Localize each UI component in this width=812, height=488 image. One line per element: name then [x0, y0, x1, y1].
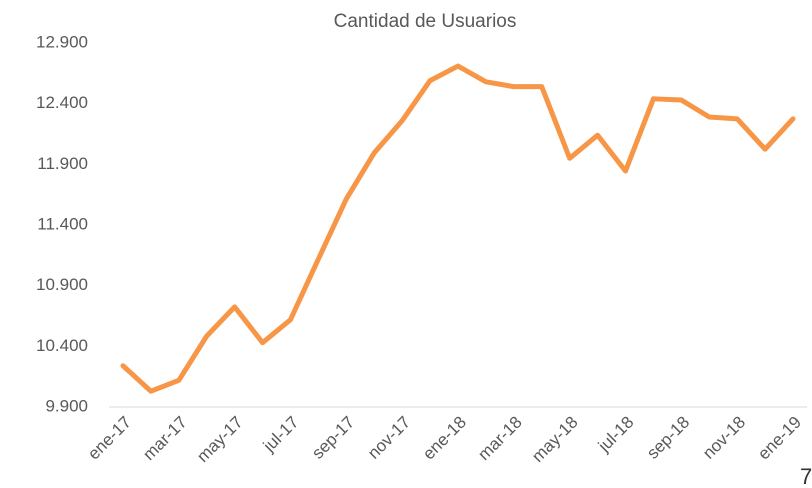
- y-tick-label: 10.400: [36, 336, 88, 355]
- x-tick-label: ene-17: [84, 413, 135, 464]
- y-tick-label: 11.400: [37, 214, 88, 233]
- y-tick-label: 12.400: [36, 93, 88, 112]
- x-tick-label: jul-17: [259, 413, 303, 457]
- x-tick-label: ene-18: [419, 413, 470, 464]
- y-tick-label: 9.900: [45, 396, 88, 415]
- x-tick-label: may-18: [528, 413, 582, 467]
- x-tick-label: mar-18: [474, 413, 526, 465]
- x-tick-label: nov-18: [699, 413, 749, 463]
- x-tick-label: ene-19: [754, 413, 805, 464]
- chart-title: Cantidad de Usuarios: [334, 11, 517, 32]
- data-line: [120, 63, 796, 394]
- y-tick-label: 10.900: [36, 275, 88, 294]
- x-tick-label: sep-18: [643, 413, 693, 463]
- page-number: 7: [800, 464, 812, 488]
- x-tick-label: sep-17: [308, 413, 358, 463]
- y-tick-label: 11.900: [37, 154, 88, 173]
- x-tick-label: mar-17: [139, 413, 191, 465]
- x-tick-label: may-17: [193, 413, 247, 467]
- y-tick-label: 12.900: [36, 32, 88, 51]
- x-tick-label: jul-18: [594, 413, 638, 457]
- x-tick-label: nov-17: [364, 413, 414, 463]
